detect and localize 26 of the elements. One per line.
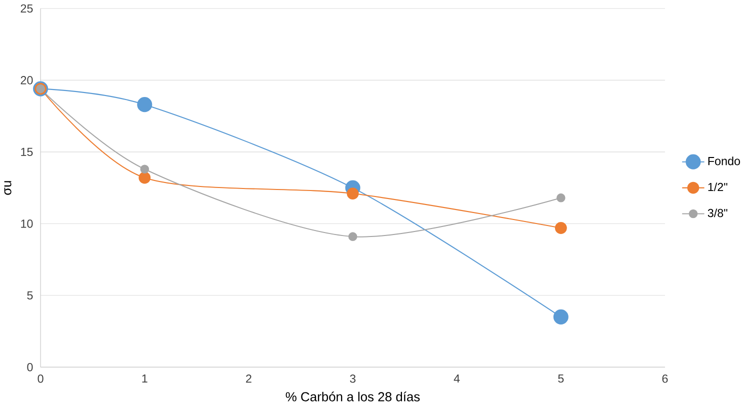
point	[138, 172, 151, 184]
y-tick-label: 15	[21, 148, 33, 156]
point	[554, 222, 567, 234]
legend-label: Fondo	[708, 156, 740, 166]
y-tick-label: 10	[21, 220, 33, 228]
y-axis-title: σu	[4, 181, 12, 196]
x-tick-label: 1	[142, 374, 148, 383]
x-tick-label: 4	[454, 374, 460, 383]
x-tick-label: 0	[38, 374, 44, 383]
x-tick-label: 2	[246, 374, 252, 383]
y-tick-label: 20	[20, 76, 33, 84]
point	[140, 164, 150, 174]
y-tick-label: 5	[27, 291, 33, 300]
point	[348, 232, 358, 242]
legend-label: 3/8"	[708, 208, 728, 218]
legend-label: 1/2"	[708, 182, 728, 192]
point	[346, 188, 359, 200]
x-tick-label: 5	[558, 374, 564, 383]
y-tick-label: 25	[20, 4, 33, 13]
point	[556, 194, 566, 202]
point	[553, 310, 568, 325]
x-axis-title: % Carbón a los 28 días	[286, 392, 420, 402]
x-tick-label: 6	[662, 374, 668, 383]
y-tick-label: 0	[27, 363, 33, 372]
x-tick-label: 3	[350, 374, 356, 383]
point	[137, 97, 152, 112]
